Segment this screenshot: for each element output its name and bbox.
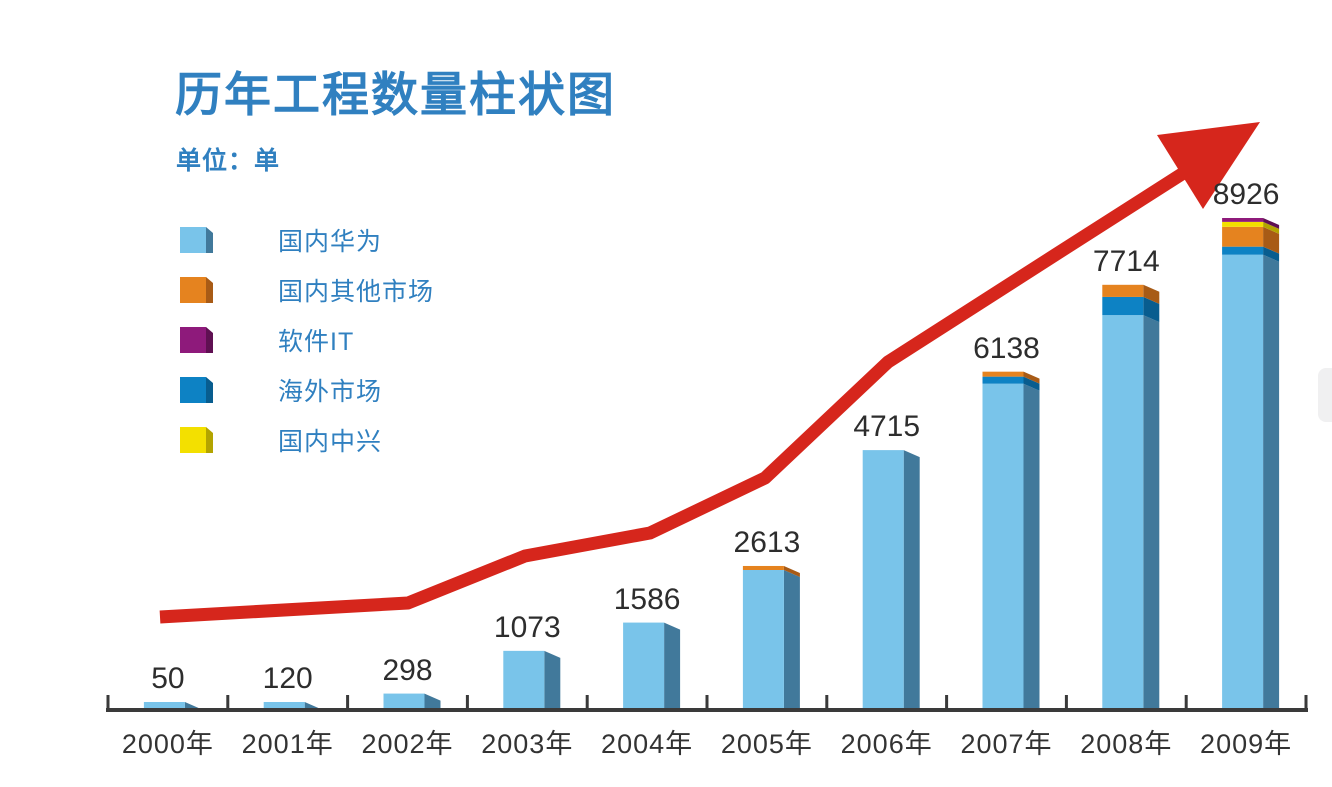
legend-swatch-icon xyxy=(180,327,213,353)
bar-segment-2009年-0 xyxy=(1222,254,1264,710)
bar-value-label-2002年: 298 xyxy=(382,653,433,687)
x-axis-tick-9 xyxy=(1184,695,1188,710)
bar-side-2005年-2 xyxy=(783,565,800,577)
bar-segment-2002年-0 xyxy=(383,693,425,710)
x-axis-tick-8 xyxy=(1064,695,1068,710)
bar-segment-2007年-1 xyxy=(982,376,1024,384)
x-axis-tick-5 xyxy=(705,695,709,710)
bar-side-2009年-2 xyxy=(1263,226,1280,254)
bar-segment-2008年-2 xyxy=(1102,284,1144,297)
bar-value-label-2000年: 50 xyxy=(151,662,185,695)
bar-segment-2009年-2 xyxy=(1222,226,1264,247)
legend-label: 国内华为 xyxy=(278,228,383,256)
x-axis-tick-3 xyxy=(465,695,469,710)
legend-label: 海外市场 xyxy=(278,378,383,406)
bar-segment-2007年-0 xyxy=(982,383,1024,710)
x-axis-tick-6 xyxy=(825,695,829,710)
bar-segment-2004年-0 xyxy=(623,622,665,710)
chart-title: 历年工程数量柱状图 xyxy=(175,68,616,121)
bar-side-2003年-0 xyxy=(544,650,561,710)
legend-swatch-icon xyxy=(180,427,213,453)
bar-segment-2009年-4 xyxy=(1222,218,1264,222)
bar-value-label-2003年: 1073 xyxy=(493,610,561,644)
right-edge-ui-fragment xyxy=(1318,368,1332,422)
trend-arrow-head xyxy=(1157,122,1260,209)
bar-side-2008年-2 xyxy=(1143,284,1160,304)
bar-segment-2005年-0 xyxy=(742,569,784,710)
bar-segment-2003年-0 xyxy=(503,650,545,710)
bar-side-2005年-0 xyxy=(783,569,800,710)
bar-segment-2001年-0 xyxy=(263,702,305,710)
legend-swatch-icon xyxy=(180,277,213,303)
bar-value-label-2005年: 2613 xyxy=(733,525,801,559)
x-axis-tick-2 xyxy=(346,695,350,710)
bar-value-label-2008年: 7714 xyxy=(1092,244,1160,278)
bar-value-label-2001年: 120 xyxy=(262,662,313,695)
legend-swatch-icon xyxy=(180,227,213,253)
bar-value-label-2006年: 4715 xyxy=(853,410,921,444)
x-axis-label-2006年: 2006年 xyxy=(840,729,933,759)
bar-segment-2000年-0 xyxy=(143,702,185,710)
bar-side-2008年-1 xyxy=(1143,296,1160,323)
x-axis-label-2001年: 2001年 xyxy=(241,729,334,759)
bar-side-2007年-1 xyxy=(1023,376,1040,391)
bar-segment-2007年-2 xyxy=(982,371,1024,377)
bar-segment-2006年-0 xyxy=(862,450,904,710)
bar-segment-2009年-3 xyxy=(1222,221,1264,227)
bar-side-2009年-1 xyxy=(1263,246,1280,262)
legend-item-2: 软件IT xyxy=(180,315,434,365)
legend-label: 国内其他市场 xyxy=(278,278,435,306)
bar-side-2009年-3 xyxy=(1263,221,1280,234)
bar-value-label-2009年: 8926 xyxy=(1212,178,1280,211)
x-axis-label-2007年: 2007年 xyxy=(960,729,1053,759)
x-axis-tick-10 xyxy=(1304,695,1308,710)
trend-arrow-line xyxy=(159,166,1189,624)
bar-side-2004年-0 xyxy=(664,622,681,710)
bar-value-label-2004年: 1586 xyxy=(613,582,681,616)
x-axis-tick-7 xyxy=(945,695,949,710)
bar-side-2006年-0 xyxy=(903,450,920,710)
x-axis-tick-1 xyxy=(226,695,230,710)
legend-label: 国内中兴 xyxy=(278,428,383,456)
bar-side-2002年-0 xyxy=(424,693,441,710)
x-axis-label-2003年: 2003年 xyxy=(481,729,574,759)
legend-swatch-icon xyxy=(180,377,213,403)
x-axis-label-2008年: 2008年 xyxy=(1080,729,1173,759)
x-axis-label-2004年: 2004年 xyxy=(601,729,694,759)
legend-item-1: 国内其他市场 xyxy=(180,265,434,315)
bar-value-label-2007年: 6138 xyxy=(973,331,1040,365)
x-axis-label-2009年: 2009年 xyxy=(1200,729,1293,759)
bar-segment-2009年-1 xyxy=(1222,246,1264,255)
x-axis-tick-4 xyxy=(585,695,589,710)
bar-side-2008年-0 xyxy=(1143,315,1160,710)
bar-segment-2005年-2 xyxy=(742,565,784,570)
legend-item-0: 国内华为 xyxy=(180,215,434,265)
bar-side-2009年-0 xyxy=(1263,254,1280,710)
legend-label: 软件IT xyxy=(278,328,355,356)
bar-side-2007年-0 xyxy=(1023,383,1040,710)
unit-label: 单位：单 xyxy=(176,147,281,175)
legend-item-3: 海外市场 xyxy=(180,365,434,415)
bar-segment-2008年-1 xyxy=(1102,296,1144,316)
legend-item-4: 国内中兴 xyxy=(180,415,434,465)
bar-segment-2008年-0 xyxy=(1102,315,1144,710)
bar-side-2007年-2 xyxy=(1023,371,1040,384)
x-axis-label-2005年: 2005年 xyxy=(720,729,813,759)
x-axis-label-2000年: 2000年 xyxy=(121,729,214,759)
bar-side-2009年-4 xyxy=(1263,218,1280,229)
x-axis-tick-0 xyxy=(106,695,110,710)
legend: 国内华为国内其他市场 软件IT 海外市场国内中兴 xyxy=(180,215,434,465)
x-axis-label-2002年: 2002年 xyxy=(361,729,454,759)
